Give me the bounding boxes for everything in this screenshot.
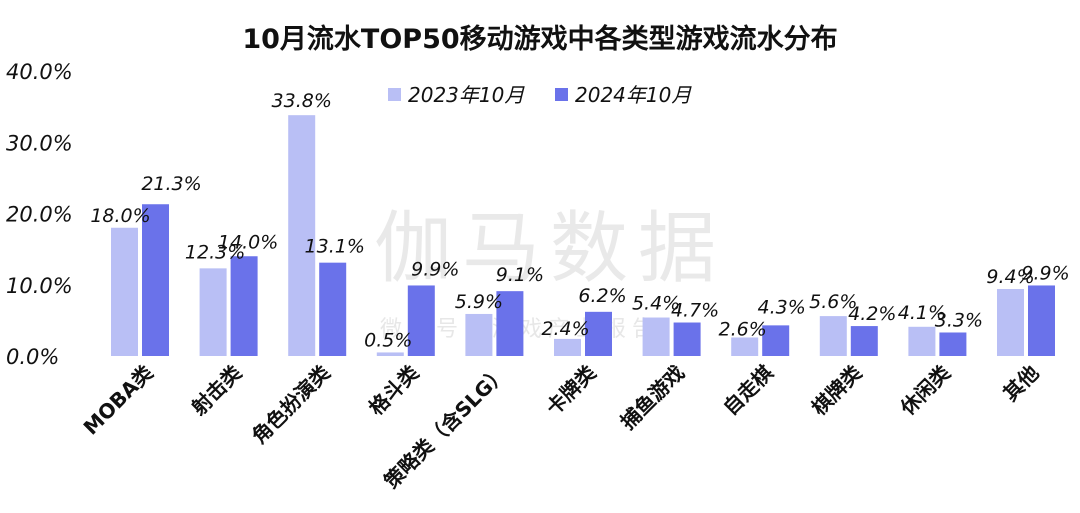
data-label: 5.9% [455,291,503,313]
x-tick-label: 角色扮演类 [247,361,335,449]
chart-title: 10月流水TOP50移动游戏中各类型游戏流水分布 [242,23,837,55]
x-tick-label: 射击类 [186,361,246,421]
bar-2024 [673,322,701,356]
x-tick-label: 其他 [998,361,1043,406]
watermark-main: 伽马数据 [374,204,726,294]
bar-2024 [496,291,524,356]
bar-2024 [585,311,612,356]
bar-2023 [111,227,138,356]
data-label: 6.2% [578,285,626,307]
bar-2024 [319,262,347,356]
x-tick-label: 自走棋 [718,361,777,420]
data-label: 33.8% [272,90,332,112]
data-label: 2.6% [719,318,767,340]
data-label: 4.7% [671,300,719,322]
data-label: 9.9% [411,258,459,280]
data-label: 2.4% [541,318,589,340]
data-label: 9.9% [1021,262,1069,284]
bar-2023 [554,338,581,356]
x-tick-label: MOBA类 [79,361,158,440]
legend-swatch-2023 [388,88,401,101]
bar-2024 [142,204,169,356]
data-label: 12.3% [185,241,245,263]
data-label: 14.0% [218,231,278,253]
data-label: 3.3% [935,309,983,331]
legend-swatch-2024 [555,88,568,101]
bar-2023 [465,313,493,356]
y-tick-label: 10.0% [6,274,73,298]
data-label: 5.4% [632,293,680,315]
bar-2024 [1028,285,1055,356]
bar-2023 [642,317,670,356]
data-label: 4.2% [848,303,896,325]
y-tick-label: 30.0% [6,131,73,155]
bars [111,115,1055,356]
y-tick-label: 40.0% [6,60,73,84]
data-label: 18.0% [90,205,150,227]
bar-2024 [230,256,258,356]
y-axis: 0.0% 10.0% 20.0% 30.0% 40.0% [6,60,73,369]
data-label: 4.1% [898,302,946,324]
data-label: 0.5% [364,329,412,351]
bar-2023 [997,289,1024,356]
data-label: 21.3% [141,173,201,195]
y-tick-label: 20.0% [6,203,73,227]
data-labels: 18.0% 21.3% 12.3%14.0% 33.8% 13.1% 0.5% 9.9% 5.… [90,90,1069,351]
bar-2023 [908,326,936,356]
legend-label-2023: 2023年10月 [408,83,525,107]
bar-2023 [376,352,404,356]
bar-2023 [731,337,759,356]
data-label: 5.6% [809,291,857,313]
data-label: 13.1% [305,236,365,258]
bar-2024 [407,285,435,356]
x-tick-label: 捕鱼游戏 [616,361,690,435]
bar-2023 [819,316,847,356]
x-tick-label: 卡牌类 [541,361,600,420]
legend: 2023年10月 2024年10月 [388,83,692,107]
bar-2024 [850,326,878,356]
data-label: 9.4% [986,266,1034,288]
x-tick-label: 棋牌类 [807,361,866,420]
bar-2023 [199,268,227,356]
bar-2024 [939,332,967,356]
x-tick-label: 休闲类 [895,361,955,421]
bar-2024 [762,325,790,356]
bar-2023 [288,115,316,356]
y-tick-label: 0.0% [6,345,59,369]
x-tick-label: 格斗类 [364,361,423,420]
data-label: 4.3% [758,296,806,318]
legend-label-2024: 2024年10月 [575,83,692,107]
data-label: 9.1% [496,264,544,286]
